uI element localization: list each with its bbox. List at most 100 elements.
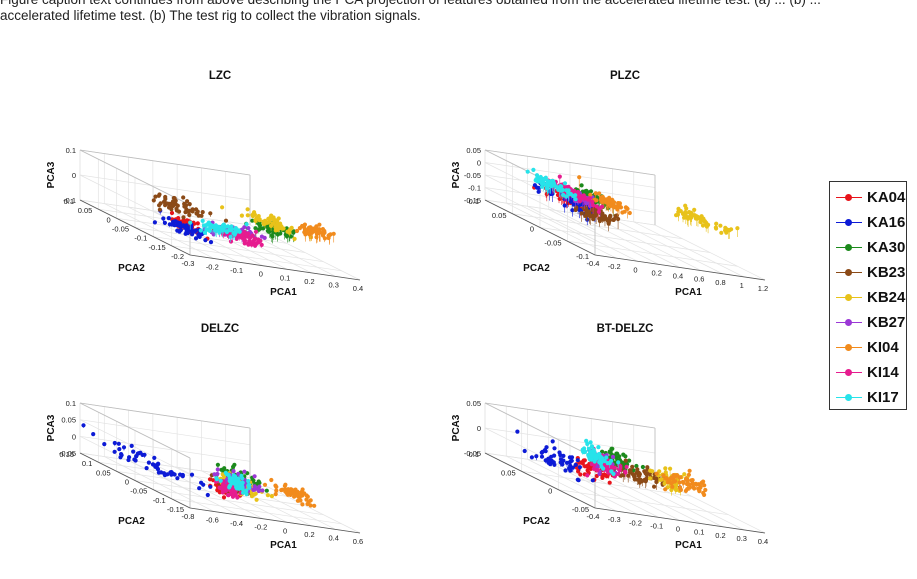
data-point bbox=[300, 502, 305, 507]
data-point bbox=[175, 203, 180, 208]
y-tick-label: -0.05 bbox=[112, 225, 129, 234]
data-point bbox=[714, 226, 719, 231]
series-kb24 bbox=[674, 203, 740, 239]
data-point bbox=[294, 228, 300, 234]
data-point bbox=[218, 478, 223, 483]
data-point bbox=[229, 227, 234, 232]
z-axis-label: PCA3 bbox=[46, 161, 57, 188]
data-point bbox=[605, 467, 610, 472]
data-point bbox=[596, 209, 601, 214]
data-point bbox=[611, 217, 616, 222]
x-axis-label: PCA1 bbox=[270, 540, 297, 551]
data-point bbox=[579, 211, 584, 216]
x-tick-label: 0.2 bbox=[304, 277, 314, 286]
data-point bbox=[228, 234, 233, 239]
legend-label: KI17 bbox=[867, 389, 899, 406]
data-point bbox=[260, 488, 265, 493]
data-point bbox=[724, 230, 729, 235]
data-point bbox=[600, 211, 605, 216]
z-tick-label: 0 bbox=[72, 171, 76, 180]
legend-item-ki17: KI17 bbox=[830, 385, 906, 410]
data-point bbox=[207, 477, 213, 482]
data-point bbox=[557, 174, 562, 179]
data-point bbox=[589, 462, 594, 467]
data-point bbox=[212, 472, 217, 477]
data-point bbox=[150, 462, 156, 467]
data-point bbox=[635, 477, 640, 482]
data-point bbox=[314, 235, 319, 240]
x-tick-label: 0.4 bbox=[328, 533, 338, 542]
legend-item-ka30: KA30 bbox=[830, 235, 906, 260]
data-point bbox=[585, 212, 590, 217]
data-point bbox=[723, 225, 728, 230]
data-point bbox=[190, 232, 195, 237]
y-tick-label: -0.1 bbox=[153, 496, 166, 505]
data-point bbox=[623, 470, 628, 475]
data-point bbox=[525, 169, 530, 174]
data-point bbox=[283, 482, 288, 487]
data-point bbox=[224, 472, 229, 477]
data-point bbox=[208, 224, 213, 230]
data-point bbox=[562, 203, 567, 208]
x-tick-label: -0.2 bbox=[629, 518, 642, 527]
data-point bbox=[223, 218, 229, 223]
data-point bbox=[223, 487, 228, 493]
legend-item-ki14: KI14 bbox=[830, 360, 906, 385]
data-point bbox=[571, 193, 576, 199]
data-point bbox=[233, 474, 238, 479]
data-point bbox=[627, 458, 632, 463]
data-point bbox=[663, 487, 668, 492]
data-point bbox=[205, 492, 210, 498]
data-point bbox=[162, 473, 167, 478]
data-point bbox=[142, 452, 147, 457]
x-tick-label: -0.2 bbox=[254, 523, 267, 532]
data-point bbox=[157, 207, 162, 212]
x-tick-label: 0 bbox=[633, 265, 637, 274]
data-point bbox=[304, 230, 309, 235]
data-point bbox=[701, 216, 706, 221]
data-point bbox=[682, 215, 687, 220]
x-tick-label: 0.6 bbox=[694, 275, 704, 284]
data-point bbox=[146, 460, 151, 465]
x-axis-label: PCA1 bbox=[675, 540, 702, 551]
data-point bbox=[699, 480, 704, 485]
data-point bbox=[112, 440, 117, 446]
data-point bbox=[593, 191, 598, 196]
x-tick-label: -0.1 bbox=[230, 266, 243, 275]
data-point bbox=[267, 216, 272, 221]
data-point bbox=[590, 478, 595, 483]
z-tick-label: 0.1 bbox=[66, 146, 76, 155]
data-point bbox=[546, 458, 551, 463]
data-point bbox=[695, 216, 700, 221]
data-point bbox=[228, 239, 234, 244]
y-tick-label: -0.15 bbox=[149, 243, 166, 252]
data-point bbox=[304, 493, 309, 498]
chart-title: BT-DELZC bbox=[597, 323, 654, 335]
chart-title: DELZC bbox=[201, 323, 239, 335]
data-point bbox=[208, 211, 213, 216]
data-point bbox=[687, 468, 692, 473]
data-point bbox=[246, 242, 251, 247]
data-point bbox=[534, 177, 539, 182]
data-point bbox=[596, 452, 601, 457]
data-point bbox=[607, 219, 612, 224]
y-tick-label: 0.05 bbox=[96, 468, 111, 477]
data-point bbox=[253, 229, 259, 234]
chart-bt-delzc: BT-DELZC -0.4 -0.3 -0.2 -0.1 0 0.1 0.2 0.3 0.4 0.1… bbox=[435, 318, 835, 573]
data-point bbox=[185, 224, 190, 229]
legend-label: KB23 bbox=[867, 264, 906, 281]
data-point bbox=[173, 219, 178, 224]
data-point bbox=[231, 469, 236, 474]
data-point bbox=[208, 240, 214, 245]
data-point bbox=[220, 227, 226, 233]
data-point bbox=[247, 483, 252, 488]
data-point bbox=[580, 447, 585, 452]
z-tick-label: -0.05 bbox=[464, 171, 481, 180]
data-point bbox=[614, 451, 619, 456]
legend-item-kb27: KB27 bbox=[830, 310, 906, 335]
z-tick-label: 0 bbox=[477, 424, 481, 433]
data-point bbox=[605, 461, 610, 466]
data-point bbox=[543, 449, 548, 454]
legend-marker-icon bbox=[834, 218, 864, 228]
data-point bbox=[607, 450, 613, 455]
